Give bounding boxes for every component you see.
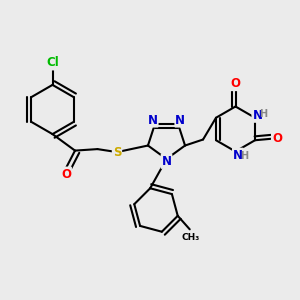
Text: N: N xyxy=(233,148,243,162)
Text: S: S xyxy=(113,146,121,159)
Text: N: N xyxy=(148,114,158,127)
Text: N: N xyxy=(252,109,262,122)
Text: O: O xyxy=(272,132,282,145)
Text: H: H xyxy=(240,151,248,161)
Text: O: O xyxy=(230,77,241,90)
Text: N: N xyxy=(161,155,172,168)
Text: Cl: Cl xyxy=(46,56,59,70)
Text: CH₃: CH₃ xyxy=(182,233,200,242)
Text: N: N xyxy=(176,114,185,127)
Text: H: H xyxy=(259,109,267,119)
Text: O: O xyxy=(61,167,71,181)
